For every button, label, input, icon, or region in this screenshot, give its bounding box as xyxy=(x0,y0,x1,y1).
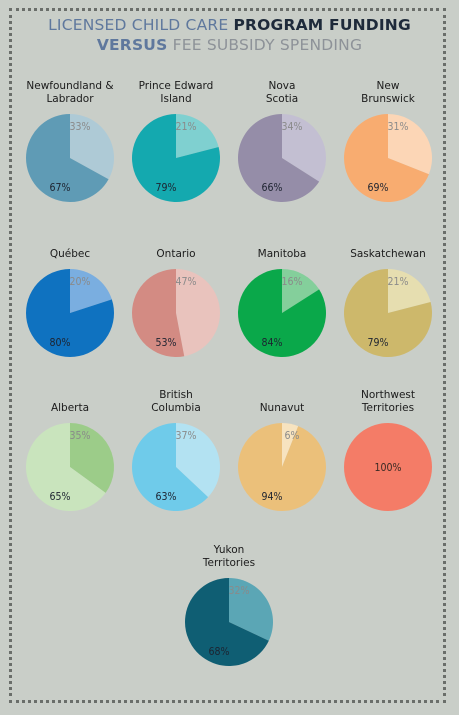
pie-slice xyxy=(26,423,106,511)
pie-slice xyxy=(344,114,429,203)
slice-label: 47% xyxy=(176,276,197,288)
title-line2-part1: VERSUS xyxy=(96,36,168,54)
slice-label: 80% xyxy=(50,337,71,349)
pie-title-line: Territories xyxy=(202,557,255,569)
pie-slice xyxy=(70,114,115,180)
slice-label: 32% xyxy=(229,585,250,597)
pie-chart: Ontario 47% 53% xyxy=(131,248,220,357)
pie-slice xyxy=(229,578,273,641)
page-title: LICENSED CHILD CARE PROGRAM FUNDING VERS… xyxy=(0,15,459,55)
title-line1-part2: PROGRAM FUNDING xyxy=(233,16,411,34)
pie-slice xyxy=(388,269,431,313)
slice-label: 31% xyxy=(388,121,409,133)
pie-slice xyxy=(238,423,327,512)
pie-title-line: Québec xyxy=(50,248,91,260)
pie-title-line: Prince Edward xyxy=(139,80,214,92)
slice-label: 16% xyxy=(282,276,303,288)
pie-slice xyxy=(238,269,327,357)
pie-slice xyxy=(176,423,220,498)
slice-label: 68% xyxy=(209,646,230,658)
slice-label: 79% xyxy=(156,182,177,194)
pie-slice xyxy=(131,423,209,512)
slice-label: 20% xyxy=(70,276,91,288)
pie-slice xyxy=(176,114,219,158)
slice-label: 84% xyxy=(262,337,283,349)
slice-label: 63% xyxy=(156,491,177,503)
slice-label: 79% xyxy=(368,337,389,349)
pie-title-line: Brunswick xyxy=(361,93,416,105)
pie-title-line: Manitoba xyxy=(258,248,307,260)
pie-title-line: Newfoundland & xyxy=(26,80,113,92)
pie-title-line: Ontario xyxy=(156,248,195,260)
slice-label: 53% xyxy=(156,337,177,349)
title-line2-part2: FEE SUBSIDY SPENDING xyxy=(172,36,363,54)
slice-label: 33% xyxy=(70,121,91,133)
title-line-1: LICENSED CHILD CARE PROGRAM FUNDING xyxy=(0,15,459,35)
pie-title-line: Nunavut xyxy=(260,402,305,414)
pie-title-line: Alberta xyxy=(51,402,89,414)
slice-label: 21% xyxy=(388,276,409,288)
pie-title-line: Scotia xyxy=(266,93,298,105)
pie-chart: Nunavut 6% 94% xyxy=(238,402,327,512)
pie-slice xyxy=(344,269,433,357)
pie-slice xyxy=(388,114,433,175)
pie-slice xyxy=(131,269,185,357)
slice-label: 94% xyxy=(262,491,283,503)
slice-label: 35% xyxy=(70,430,91,442)
slice-label: 34% xyxy=(282,121,303,133)
pie-slice xyxy=(26,114,109,202)
pie-title-line: New xyxy=(377,80,400,92)
pie-chart: Saskatchewan 21% 79% xyxy=(344,248,433,357)
pie-slice xyxy=(282,423,299,467)
slice-label: 6% xyxy=(285,430,300,442)
slice-label: 100% xyxy=(374,462,401,474)
pie-slice xyxy=(184,578,269,666)
slice-label: 66% xyxy=(262,182,283,194)
pie-slice xyxy=(70,423,115,493)
slice-label: 67% xyxy=(50,182,71,194)
pie-chart: Québec 20% 80% xyxy=(26,248,115,357)
slice-label: 65% xyxy=(50,491,71,503)
pie-chart: Alberta 35% 65% xyxy=(26,402,115,511)
pie-title-line: Island xyxy=(160,93,191,105)
pie-title-line: Nova xyxy=(269,80,296,92)
pie-title-line: Saskatchewan xyxy=(350,248,426,260)
pie-slice xyxy=(344,423,432,511)
pie-slice xyxy=(132,114,221,202)
slice-label: 21% xyxy=(176,121,197,133)
pie-slice xyxy=(26,269,115,357)
pie-slice xyxy=(176,269,220,357)
pie-chart: Newfoundland &Labrador 33% 67% xyxy=(26,80,115,202)
pie-chart: Manitoba 16% 84% xyxy=(238,248,327,357)
pie-title-line: Yukon xyxy=(213,544,245,556)
pie-slice xyxy=(282,269,320,313)
title-line-2: VERSUS FEE SUBSIDY SPENDING xyxy=(0,35,459,55)
pie-title-line: British xyxy=(159,389,193,401)
dotted-border xyxy=(9,8,446,703)
pie-slice xyxy=(238,114,320,203)
pie-title-line: Northwest xyxy=(361,389,415,401)
pie-slice xyxy=(282,114,327,182)
title-line1-part1: LICENSED CHILD CARE xyxy=(48,16,229,34)
pie-slice xyxy=(70,269,112,313)
pie-title-line: Columbia xyxy=(151,402,201,414)
slice-label: 37% xyxy=(176,430,197,442)
pie-title-line: Territories xyxy=(361,402,414,414)
pie-title-line: Labrador xyxy=(46,93,94,105)
slice-label: 69% xyxy=(368,182,389,194)
